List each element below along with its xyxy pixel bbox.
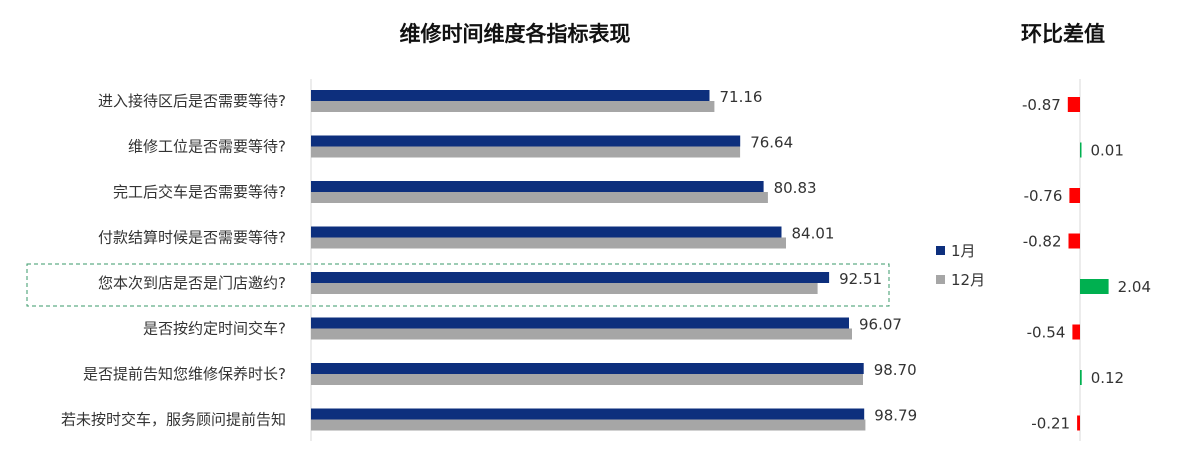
diff-bars-group: -0.87 0.01 -0.76 -0.82 2.04 -0.54 0.12 -0.21 bbox=[1022, 96, 1151, 433]
value-label: 84.01 bbox=[792, 225, 835, 243]
bar-dec bbox=[311, 374, 863, 385]
diff-value-label: 2.04 bbox=[1118, 278, 1151, 296]
bar-dec bbox=[311, 419, 866, 431]
diff-bar bbox=[1068, 233, 1080, 249]
bar-jan bbox=[311, 181, 764, 192]
bar-jan bbox=[311, 408, 865, 420]
category-label: 是否提前告知您维修保养时长? bbox=[83, 365, 286, 383]
bar-dec bbox=[311, 283, 818, 294]
bar-jan bbox=[311, 135, 741, 147]
diff-bar bbox=[1072, 324, 1080, 340]
bar-dec bbox=[311, 146, 741, 158]
diff-value-label: -0.76 bbox=[1024, 187, 1063, 205]
diff-bar bbox=[1080, 142, 1082, 158]
category-label: 付款结算时候是否需要等待? bbox=[98, 229, 286, 247]
legend-swatch-jan bbox=[936, 246, 945, 255]
value-label: 76.64 bbox=[750, 134, 793, 152]
diff-value-label: 0.01 bbox=[1091, 142, 1124, 160]
diff-bar bbox=[1069, 188, 1080, 203]
bar-jan bbox=[311, 317, 849, 329]
diff-chart-title: 环比差值 bbox=[1021, 22, 1105, 46]
main-chart-title: 维修时间维度各指标表现 bbox=[400, 22, 631, 46]
bar-dec bbox=[311, 192, 768, 203]
diff-value-label: -0.82 bbox=[1023, 233, 1062, 251]
value-label: 98.79 bbox=[874, 407, 917, 425]
category-label: 您本次到店是否是门店邀约? bbox=[98, 274, 286, 292]
value-label: 71.16 bbox=[720, 88, 763, 106]
category-label: 若未按时交车，服务顾问提前告知 bbox=[61, 411, 286, 429]
value-label: 98.70 bbox=[874, 361, 917, 379]
diff-bar bbox=[1077, 415, 1080, 431]
category-label: 维修工位是否需要等待? bbox=[128, 138, 286, 156]
value-label: 80.83 bbox=[774, 179, 817, 197]
diff-bar bbox=[1080, 370, 1082, 385]
bar-jan bbox=[311, 226, 782, 238]
bar-jan bbox=[311, 272, 830, 283]
legend: 1月 12月 bbox=[936, 242, 985, 289]
value-label: 96.07 bbox=[859, 316, 902, 334]
highlight-box bbox=[26, 263, 890, 307]
diff-value-label: -0.87 bbox=[1022, 96, 1061, 114]
category-label: 是否按约定时间交车? bbox=[143, 320, 286, 338]
value-label: 92.51 bbox=[839, 270, 882, 288]
diff-bar bbox=[1067, 97, 1080, 112]
bar-dec bbox=[311, 237, 786, 249]
bar-jan bbox=[311, 363, 864, 374]
diff-value-label: -0.54 bbox=[1027, 324, 1066, 342]
legend-swatch-dec bbox=[936, 275, 945, 284]
legend-label-jan: 1月 bbox=[951, 242, 976, 260]
legend-label-dec: 12月 bbox=[951, 271, 985, 289]
category-label: 完工后交车是否需要等待? bbox=[113, 183, 286, 201]
category-label: 进入接待区后是否需要等待? bbox=[98, 92, 286, 110]
main-bars-group: 进入接待区后是否需要等待? 71.16 维修工位是否需要等待? 76.64 完工后交车是… bbox=[61, 88, 917, 431]
bar-dec bbox=[311, 101, 715, 112]
diff-value-label: 0.12 bbox=[1091, 369, 1124, 387]
bar-jan bbox=[311, 90, 710, 101]
bar-dec bbox=[311, 328, 852, 340]
diff-value-label: -0.21 bbox=[1031, 415, 1070, 433]
diff-bar bbox=[1080, 279, 1109, 294]
